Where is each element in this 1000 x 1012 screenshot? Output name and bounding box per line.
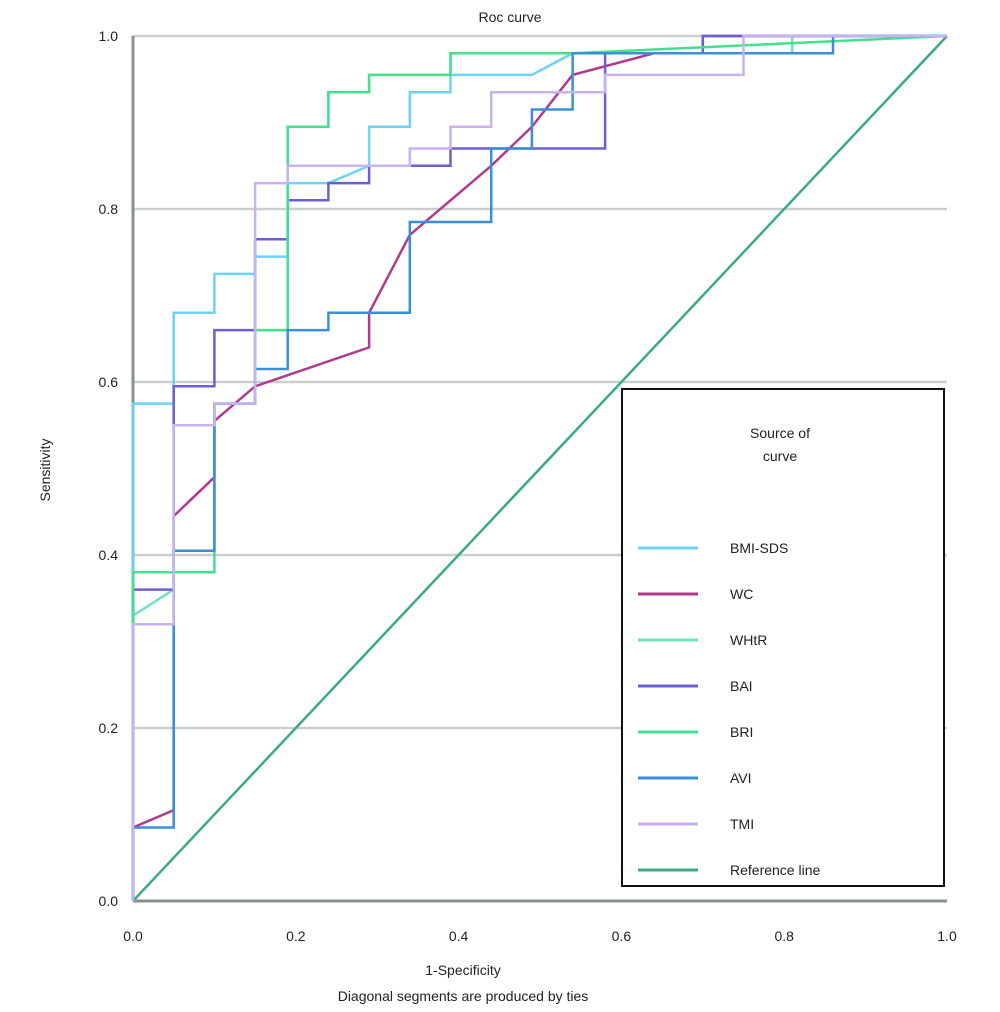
y-tick-label-5: 1.0: [99, 28, 119, 44]
legend-title-line2: curve: [763, 448, 797, 464]
legend-box: [621, 388, 945, 887]
legend-label-bai: BAI: [730, 678, 753, 694]
legend-label-bmi-sds: BMI-SDS: [730, 540, 788, 556]
y-tick-label-3: 0.6: [99, 374, 119, 390]
y-tick-label-0: 0.0: [99, 893, 119, 909]
x-axis-note: Diagonal segments are produced by ties: [338, 988, 589, 1004]
chart-title: Roc curve: [478, 9, 541, 25]
legend-label-reference-line: Reference line: [730, 862, 820, 878]
legend: Source of curve BMI-SDS WC WHtR BAI BRI AVI TM…: [621, 388, 945, 887]
x-tick-label-0: 0.0: [123, 928, 143, 944]
x-tick-label-2: 0.4: [449, 928, 469, 944]
y-axis-title: Sensitivity: [37, 438, 53, 501]
y-tick-label-2: 0.4: [99, 547, 119, 563]
x-tick-label-3: 0.6: [612, 928, 632, 944]
legend-label-tmi: TMI: [730, 816, 754, 832]
series-line-reference-line: [132, 35, 948, 902]
series-line-avi: [131, 34, 947, 901]
y-tick-label-4: 0.8: [99, 201, 119, 217]
y-tick-labels: 0.0 0.2 0.4 0.6 0.8 1.0: [99, 28, 119, 909]
x-tick-label-4: 0.8: [774, 928, 794, 944]
series-line-bri: [131, 34, 948, 901]
series-line-bai: [131, 34, 947, 901]
legend-label-whtr: WHtR: [730, 632, 767, 648]
legend-label-wc: WC: [730, 586, 753, 602]
x-axis-title: 1-Specificity: [425, 962, 500, 978]
legend-items: BMI-SDS WC WHtR BAI BRI AVI TMI Reference line: [638, 540, 820, 878]
series-line-tmi: [131, 34, 947, 901]
legend-label-bri: BRI: [730, 724, 753, 740]
legend-title-line1: Source of: [750, 425, 810, 441]
series-line-bmi-sds: [131, 34, 947, 901]
x-tick-labels: 0.0 0.2 0.4 0.6 0.8 1.0: [123, 928, 957, 944]
legend-label-avi: AVI: [730, 770, 752, 786]
y-tick-label-1: 0.2: [99, 720, 119, 736]
x-tick-label-5: 1.0: [937, 928, 957, 944]
x-tick-label-1: 0.2: [286, 928, 306, 944]
series-lines: [131, 34, 948, 902]
